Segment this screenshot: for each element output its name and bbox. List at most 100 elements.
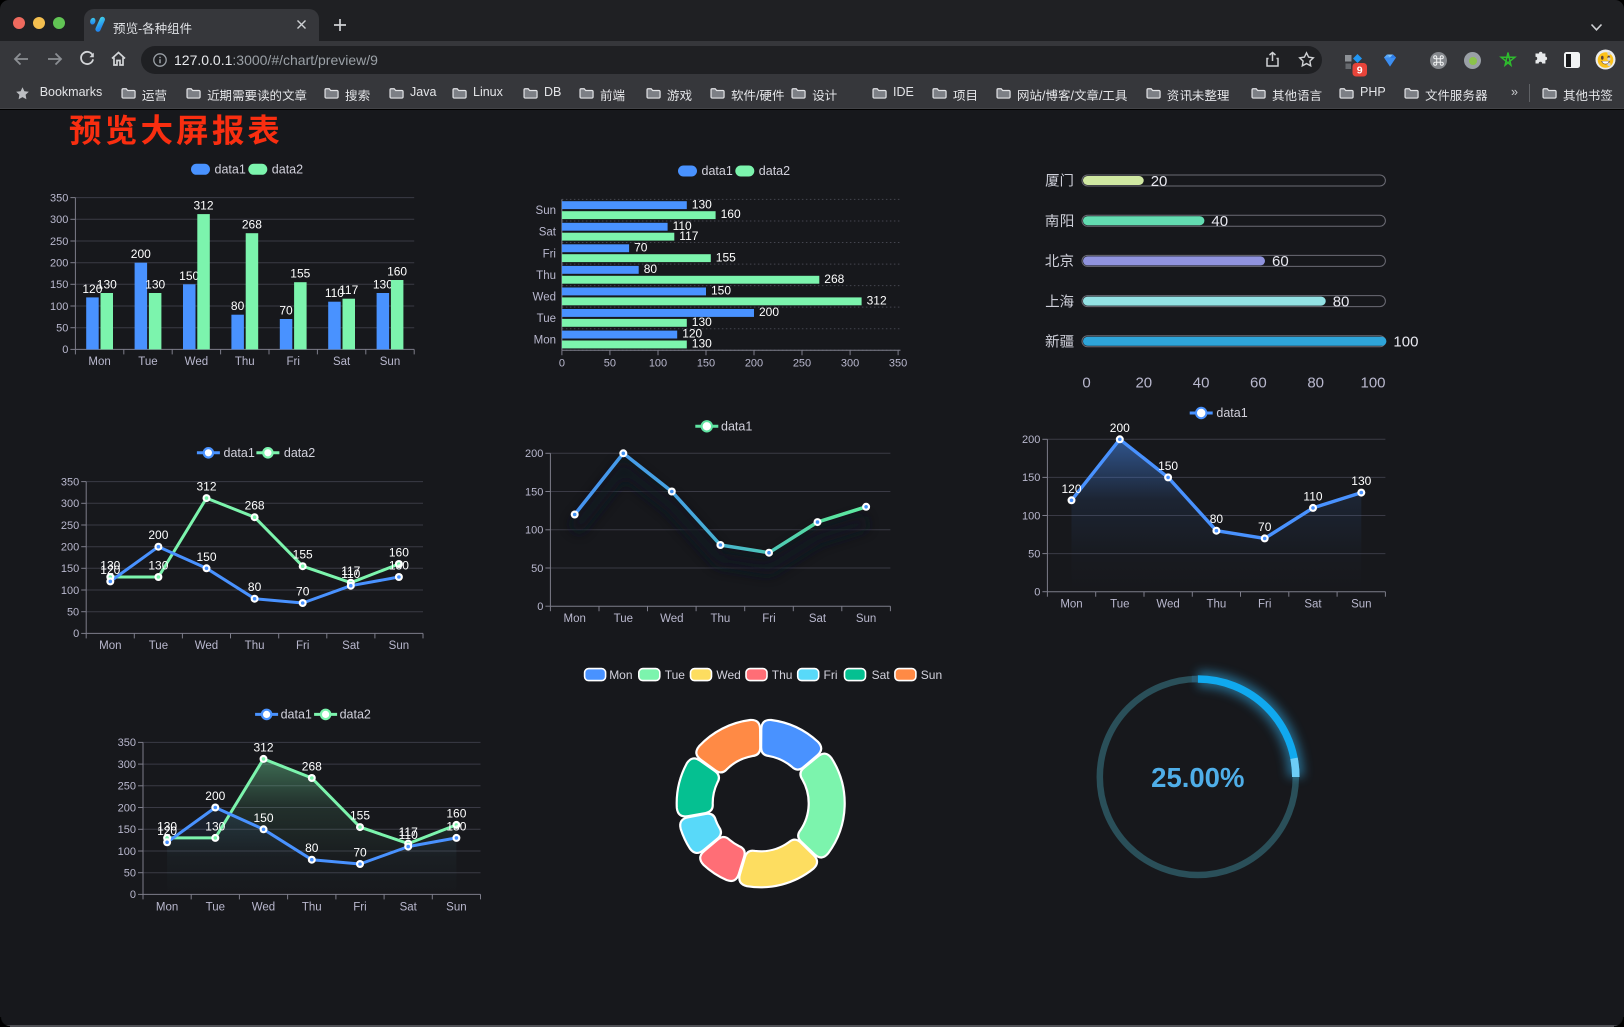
svg-text:312: 312 [196,480,216,494]
svg-text:80: 80 [1210,512,1224,526]
svg-text:Tue: Tue [537,313,556,325]
svg-text:200: 200 [1110,421,1130,435]
svg-text:160: 160 [387,265,407,279]
svg-text:150: 150 [50,279,68,291]
svg-text:130: 130 [692,197,712,211]
svg-text:150: 150 [525,486,543,498]
svg-text:120: 120 [1061,482,1081,496]
svg-text:350: 350 [889,358,907,370]
svg-text:150: 150 [1158,459,1178,473]
svg-text:南阳: 南阳 [1045,213,1074,230]
svg-text:120: 120 [157,824,177,838]
svg-text:117: 117 [679,229,698,243]
svg-text:data1: data1 [215,163,246,177]
svg-text:130: 130 [692,315,712,329]
svg-text:70: 70 [296,585,310,599]
svg-text:70: 70 [353,846,367,860]
svg-text:Mon: Mon [156,902,178,914]
svg-text:北京: 北京 [1045,253,1074,270]
svg-text:Sat: Sat [539,227,557,239]
svg-text:20: 20 [1135,375,1152,392]
svg-text:Sun: Sun [921,668,942,682]
svg-text:Tue: Tue [206,902,225,914]
svg-text:130: 130 [145,278,165,292]
svg-text:Sun: Sun [856,613,876,625]
svg-text:80: 80 [231,299,245,313]
svg-text:150: 150 [253,811,273,825]
svg-text:Wed: Wed [185,356,208,368]
svg-text:Thu: Thu [235,356,255,368]
svg-text:Sun: Sun [380,356,400,368]
svg-text:120: 120 [100,563,120,577]
svg-text:Sat: Sat [1304,599,1322,611]
svg-text:Fri: Fri [296,640,309,652]
svg-text:130: 130 [157,819,177,833]
svg-text:50: 50 [604,358,616,370]
svg-text:Tue: Tue [1110,599,1129,611]
svg-text:Wed: Wed [252,902,275,914]
svg-text:312: 312 [867,294,887,308]
svg-text:150: 150 [697,358,715,370]
svg-text:130: 130 [389,559,409,573]
svg-text:120: 120 [82,282,102,296]
svg-text:100: 100 [525,525,543,537]
svg-text:200: 200 [148,528,168,542]
svg-text:Thu: Thu [302,902,322,914]
svg-text:312: 312 [253,740,273,754]
svg-text:data1: data1 [224,446,255,460]
svg-text:data2: data2 [340,708,371,722]
svg-text:Thu: Thu [710,613,730,625]
svg-text:0: 0 [559,358,565,370]
svg-text:200: 200 [131,247,151,261]
svg-text:100: 100 [649,358,667,370]
svg-text:Tue: Tue [614,613,633,625]
svg-text:data1: data1 [721,420,752,434]
svg-text:70: 70 [634,240,648,254]
svg-text:Mon: Mon [564,613,586,625]
svg-text:200: 200 [759,305,779,319]
svg-text:Sat: Sat [400,902,418,914]
svg-text:160: 160 [389,546,409,560]
svg-text:Mon: Mon [534,335,556,347]
svg-text:50: 50 [56,323,68,335]
svg-text:110: 110 [673,219,692,233]
svg-text:Wed: Wed [716,668,740,682]
svg-text:data1: data1 [1216,406,1247,420]
svg-text:Sun: Sun [1351,599,1371,611]
svg-text:Wed: Wed [660,613,683,625]
svg-text:25.00%: 25.00% [1151,762,1244,793]
svg-text:Sun: Sun [536,205,556,217]
svg-text:150: 150 [196,550,216,564]
svg-text:100: 100 [1360,375,1385,392]
svg-text:80: 80 [644,262,658,276]
svg-text:Wed: Wed [533,291,556,303]
svg-text:Mon: Mon [1060,599,1082,611]
svg-text:data2: data2 [284,446,315,460]
svg-text:Thu: Thu [536,270,556,282]
svg-text:Sat: Sat [342,640,360,652]
svg-text:Thu: Thu [245,640,265,652]
svg-text:Mon: Mon [99,640,121,652]
svg-text:40: 40 [1193,375,1210,392]
svg-text:350: 350 [61,476,79,488]
svg-text:130: 130 [148,559,168,573]
svg-text:155: 155 [716,250,736,264]
svg-text:150: 150 [1022,472,1040,484]
svg-text:110: 110 [325,286,344,300]
svg-text:Tue: Tue [665,668,686,682]
svg-text:0: 0 [62,344,68,356]
svg-text:117: 117 [341,564,360,578]
svg-text:0: 0 [1034,587,1040,599]
svg-text:Thu: Thu [1206,599,1226,611]
svg-text:Tue: Tue [138,356,157,368]
svg-text:Thu: Thu [772,668,793,682]
svg-text:150: 150 [711,284,731,298]
svg-text:0: 0 [130,889,136,901]
svg-text:0: 0 [537,601,543,613]
svg-text:250: 250 [50,236,68,248]
svg-text:300: 300 [118,759,136,771]
svg-text:100: 100 [61,585,79,597]
svg-text:80: 80 [1307,375,1324,392]
svg-text:上海: 上海 [1045,293,1074,310]
svg-text:80: 80 [305,841,319,855]
